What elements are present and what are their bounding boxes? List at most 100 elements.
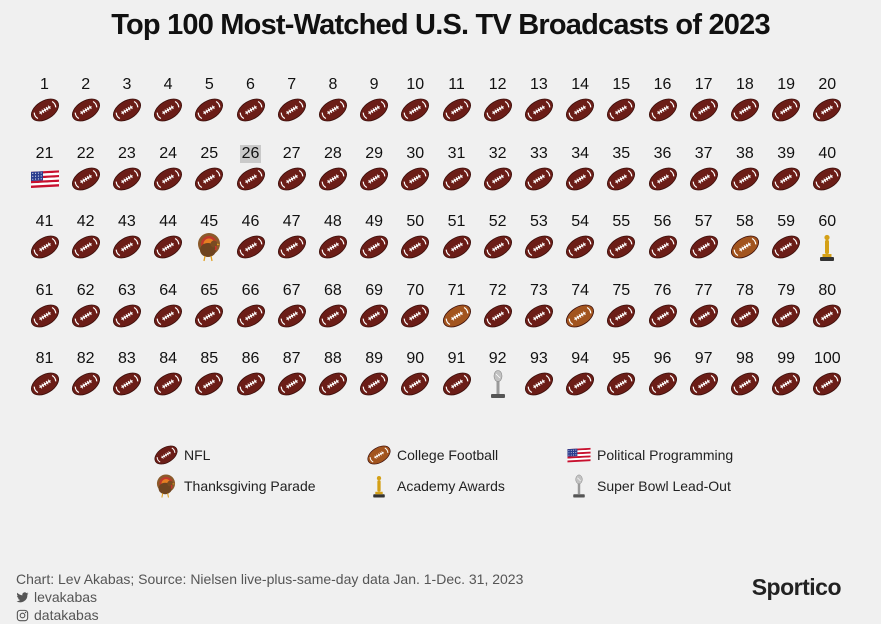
rank-label: 36 <box>653 144 672 162</box>
legend-item-oscars: Academy Awards <box>365 473 505 499</box>
rank-cell: 16 <box>643 76 683 125</box>
nfl-football-icon <box>607 372 636 396</box>
turkey-icon <box>156 474 176 498</box>
rank-cell: 53 <box>519 213 559 262</box>
rank-label: 68 <box>323 281 342 299</box>
rank-cell: 81 <box>25 350 65 399</box>
rank-label: 6 <box>246 76 255 93</box>
rank-cell: 35 <box>601 145 641 194</box>
college-football-icon <box>730 235 759 259</box>
rank-label: 86 <box>241 350 260 367</box>
rank-cell: 47 <box>272 213 312 262</box>
rank-cell: 95 <box>601 350 641 399</box>
rank-label: 49 <box>365 213 383 230</box>
nfl-football-icon <box>195 98 224 122</box>
rank-label: 47 <box>282 213 301 230</box>
rank-cell: 84 <box>148 350 188 399</box>
nfl-football-icon <box>318 304 347 327</box>
nfl-football-icon <box>813 167 842 190</box>
nfl-football-icon <box>772 167 801 190</box>
brand-logo: Sportico <box>751 574 842 600</box>
icon-grid: 1 2 3 4 5 6 7 8 9 10 11 12 13 14 15 16 17 18 19 20 21 22 23 24 2… <box>25 76 847 399</box>
nfl-football-icon <box>607 98 636 122</box>
nfl-football-icon <box>360 167 389 190</box>
rank-cell: 68 <box>313 282 353 331</box>
rank-cell: 1 <box>25 76 65 125</box>
rank-cell: 31 <box>437 145 477 194</box>
rank-label: 9 <box>369 76 379 93</box>
nfl-football-icon <box>566 235 595 259</box>
nfl-football-icon <box>360 372 389 396</box>
twitter-handle: levakabas <box>34 589 98 605</box>
rank-label: 72 <box>488 281 507 299</box>
rank-cell: 87 <box>272 350 312 399</box>
rank-label: 96 <box>653 350 672 367</box>
college-football-icon <box>442 304 471 327</box>
nfl-football-icon <box>360 304 389 327</box>
rank-label: 32 <box>488 144 507 162</box>
rank-label: 5 <box>204 76 214 93</box>
rank-cell: 8 <box>313 76 353 125</box>
rank-cell: 50 <box>395 213 435 262</box>
nfl-football-icon <box>71 372 100 396</box>
nfl-football-icon <box>566 167 595 190</box>
nfl-football-icon <box>730 98 759 122</box>
rank-cell: 2 <box>66 76 106 125</box>
instagram-handle: datakabas <box>34 607 99 623</box>
rank-cell: 11 <box>437 76 477 125</box>
rank-label: 45 <box>200 213 219 230</box>
rank-cell: 6 <box>231 76 271 125</box>
nfl-football-icon <box>195 304 224 327</box>
nfl-football-icon <box>772 372 801 396</box>
rank-cell: 66 <box>231 282 271 331</box>
rank-label: 14 <box>571 76 589 93</box>
rank-label: 89 <box>365 350 383 367</box>
nfl-football-icon <box>154 98 183 122</box>
rank-label: 88 <box>323 350 342 367</box>
rank-label: 21 <box>35 144 54 162</box>
chart-title: Top 100 Most-Watched U.S. TV Broadcasts … <box>111 9 770 41</box>
rank-label: 11 <box>448 76 465 93</box>
rank-cell: 89 <box>354 350 394 399</box>
nfl-football-icon <box>154 235 183 259</box>
rank-cell: 56 <box>643 213 683 262</box>
nfl-football-icon <box>30 372 59 396</box>
nfl-football-icon <box>648 167 677 190</box>
nfl-football-icon <box>401 98 430 122</box>
nfl-football-icon <box>30 98 59 122</box>
rank-cell: 77 <box>684 282 724 331</box>
rank-cell: 90 <box>395 350 435 399</box>
nfl-football-icon <box>524 98 553 122</box>
rank-label: 93 <box>529 350 548 367</box>
instagram-icon <box>16 609 29 621</box>
rank-label: 80 <box>818 281 837 299</box>
college-football-icon <box>367 445 391 465</box>
nfl-football-icon <box>154 372 183 396</box>
rank-cell: 48 <box>313 213 353 262</box>
rank-cell: 3 <box>107 76 147 125</box>
rank-cell: 30 <box>395 145 435 194</box>
rank-label: 59 <box>777 213 795 230</box>
legend: NFL College Football Political Programmi… <box>0 438 881 508</box>
footer: Chart: Lev Akabas; Source: Nielsen live-… <box>16 570 523 624</box>
rank-cell: 96 <box>643 350 683 399</box>
rank-label: 8 <box>328 76 338 93</box>
rank-cell: 12 <box>478 76 518 125</box>
rank-label: 78 <box>735 281 754 299</box>
rank-label: 50 <box>406 213 425 230</box>
nfl-football-icon <box>483 167 512 190</box>
nfl-football-icon <box>689 98 718 122</box>
nfl-football-icon <box>277 167 306 190</box>
rank-label: 99 <box>777 350 795 367</box>
nfl-football-icon <box>772 304 801 327</box>
nfl-football-icon <box>648 304 677 327</box>
nfl-football-icon <box>318 98 347 122</box>
nfl-football-icon <box>483 304 512 327</box>
rank-cell: 79 <box>766 282 806 331</box>
nfl-football-icon <box>401 372 430 396</box>
twitter-icon <box>16 591 29 602</box>
nfl-football-icon <box>772 98 801 122</box>
nfl-football-icon <box>730 167 759 190</box>
rank-cell: 15 <box>601 76 641 125</box>
rank-cell: 60 <box>807 213 847 262</box>
